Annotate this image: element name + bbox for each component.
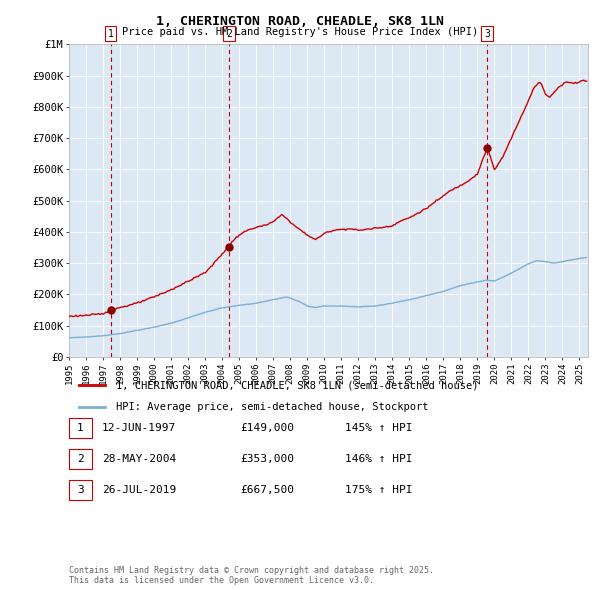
Text: 2: 2 xyxy=(226,29,232,38)
Text: £667,500: £667,500 xyxy=(240,486,294,495)
Text: 146% ↑ HPI: 146% ↑ HPI xyxy=(345,454,413,464)
Text: 28-MAY-2004: 28-MAY-2004 xyxy=(102,454,176,464)
Text: 145% ↑ HPI: 145% ↑ HPI xyxy=(345,423,413,432)
Text: 3: 3 xyxy=(484,29,490,38)
Text: £149,000: £149,000 xyxy=(240,423,294,432)
Text: 1, CHERINGTON ROAD, CHEADLE, SK8 1LN (semi-detached house): 1, CHERINGTON ROAD, CHEADLE, SK8 1LN (se… xyxy=(116,381,478,391)
Text: 1: 1 xyxy=(77,423,84,432)
Text: 1, CHERINGTON ROAD, CHEADLE, SK8 1LN: 1, CHERINGTON ROAD, CHEADLE, SK8 1LN xyxy=(156,15,444,28)
Text: 175% ↑ HPI: 175% ↑ HPI xyxy=(345,486,413,495)
Text: 2: 2 xyxy=(77,454,84,464)
Text: Contains HM Land Registry data © Crown copyright and database right 2025.
This d: Contains HM Land Registry data © Crown c… xyxy=(69,566,434,585)
Text: 12-JUN-1997: 12-JUN-1997 xyxy=(102,423,176,432)
Text: Price paid vs. HM Land Registry's House Price Index (HPI): Price paid vs. HM Land Registry's House … xyxy=(122,27,478,37)
Text: 1: 1 xyxy=(108,29,113,38)
Text: HPI: Average price, semi-detached house, Stockport: HPI: Average price, semi-detached house,… xyxy=(116,402,428,412)
Text: £353,000: £353,000 xyxy=(240,454,294,464)
Text: 26-JUL-2019: 26-JUL-2019 xyxy=(102,486,176,495)
Text: 3: 3 xyxy=(77,486,84,495)
